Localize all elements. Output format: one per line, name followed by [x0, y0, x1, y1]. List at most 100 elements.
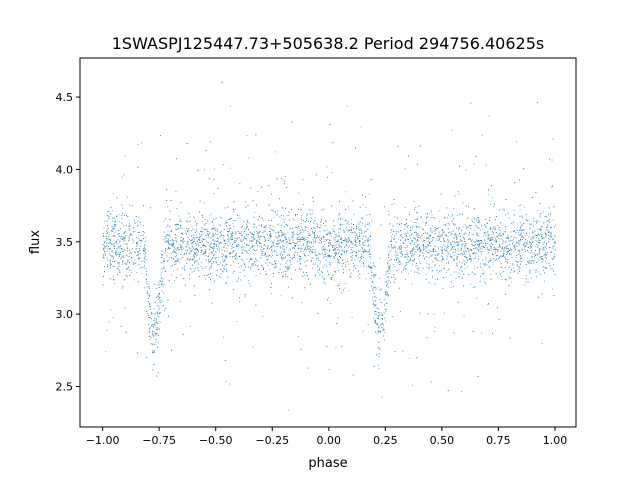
- data-point: [350, 230, 352, 231]
- data-point: [292, 235, 294, 237]
- data-point: [502, 208, 504, 210]
- data-point: [214, 240, 216, 242]
- data-point: [181, 221, 182, 222]
- data-point: [536, 261, 538, 263]
- data-point: [113, 228, 115, 230]
- data-point: [417, 268, 419, 269]
- data-point: [502, 247, 504, 249]
- data-point: [164, 307, 166, 309]
- data-point: [359, 274, 361, 275]
- data-point: [206, 240, 207, 242]
- data-point: [323, 254, 325, 256]
- data-point: [306, 272, 307, 273]
- data-point: [404, 224, 406, 226]
- data-point: [538, 259, 540, 261]
- data-point: [503, 209, 505, 211]
- data-point: [220, 277, 222, 278]
- data-point: [258, 231, 260, 233]
- data-point: [340, 219, 341, 221]
- data-point: [380, 331, 382, 333]
- data-point: [543, 248, 545, 250]
- data-point: [285, 235, 287, 237]
- data-point: [278, 232, 280, 233]
- data-point: [453, 258, 455, 260]
- data-point: [279, 239, 281, 241]
- data-point: [236, 253, 237, 255]
- data-point: [519, 244, 521, 246]
- data-point: [339, 223, 341, 225]
- data-point: [296, 234, 298, 235]
- data-point: [191, 258, 193, 260]
- data-point: [544, 272, 545, 274]
- data-point: [132, 239, 134, 241]
- data-point: [121, 257, 122, 259]
- data-point: [408, 239, 409, 241]
- data-point: [222, 271, 224, 273]
- data-point: [366, 214, 368, 216]
- data-point: [156, 317, 157, 319]
- data-point: [553, 271, 554, 272]
- data-point: [396, 223, 398, 225]
- data-point: [391, 249, 393, 251]
- data-point: [278, 243, 280, 245]
- data-point: [334, 236, 336, 238]
- data-point: [164, 241, 166, 243]
- data-point: [513, 221, 515, 223]
- data-point: [171, 244, 173, 246]
- data-point: [426, 266, 428, 268]
- data-point: [277, 210, 279, 212]
- data-point: [425, 237, 427, 239]
- data-point: [369, 214, 371, 216]
- data-point: [462, 236, 464, 238]
- data-point: [106, 266, 108, 268]
- data-point: [550, 213, 551, 215]
- data-point: [317, 235, 318, 237]
- data-point: [187, 259, 189, 260]
- data-point: [183, 238, 184, 239]
- data-point: [149, 302, 151, 304]
- data-point: [126, 250, 128, 252]
- data-point: [104, 255, 106, 257]
- data-point: [382, 315, 383, 316]
- data-point: [299, 233, 301, 235]
- data-point: [180, 233, 182, 234]
- data-point: [119, 271, 120, 273]
- data-point: [118, 269, 120, 270]
- data-point: [474, 247, 476, 249]
- data-point: [115, 250, 117, 252]
- data-point: [292, 218, 294, 220]
- data-point: [438, 253, 440, 254]
- data-point: [359, 221, 361, 223]
- data-point: [247, 225, 248, 227]
- data-point: [215, 241, 217, 242]
- data-point: [304, 254, 306, 256]
- data-point: [211, 251, 213, 253]
- data-point: [408, 225, 410, 227]
- data-point: [404, 254, 406, 255]
- data-point: [358, 232, 360, 233]
- data-point: [274, 260, 275, 262]
- data-point: [439, 270, 441, 272]
- data-point: [294, 214, 296, 215]
- data-point: [331, 205, 332, 207]
- data-point: [181, 233, 183, 235]
- data-point: [141, 142, 142, 144]
- data-point: [158, 309, 160, 311]
- data-point: [357, 270, 359, 272]
- data-point: [257, 235, 259, 236]
- data-point: [423, 248, 425, 250]
- data-point: [217, 240, 218, 242]
- data-point: [181, 267, 183, 269]
- data-point: [177, 248, 179, 250]
- data-point: [234, 231, 236, 233]
- data-point: [144, 287, 145, 289]
- data-point: [216, 274, 217, 276]
- data-point: [544, 249, 546, 251]
- data-point: [191, 246, 193, 248]
- data-point: [336, 253, 337, 255]
- data-point: [516, 141, 517, 143]
- data-point: [407, 273, 409, 275]
- data-point: [125, 254, 127, 256]
- data-point: [115, 242, 117, 243]
- data-point: [310, 259, 312, 261]
